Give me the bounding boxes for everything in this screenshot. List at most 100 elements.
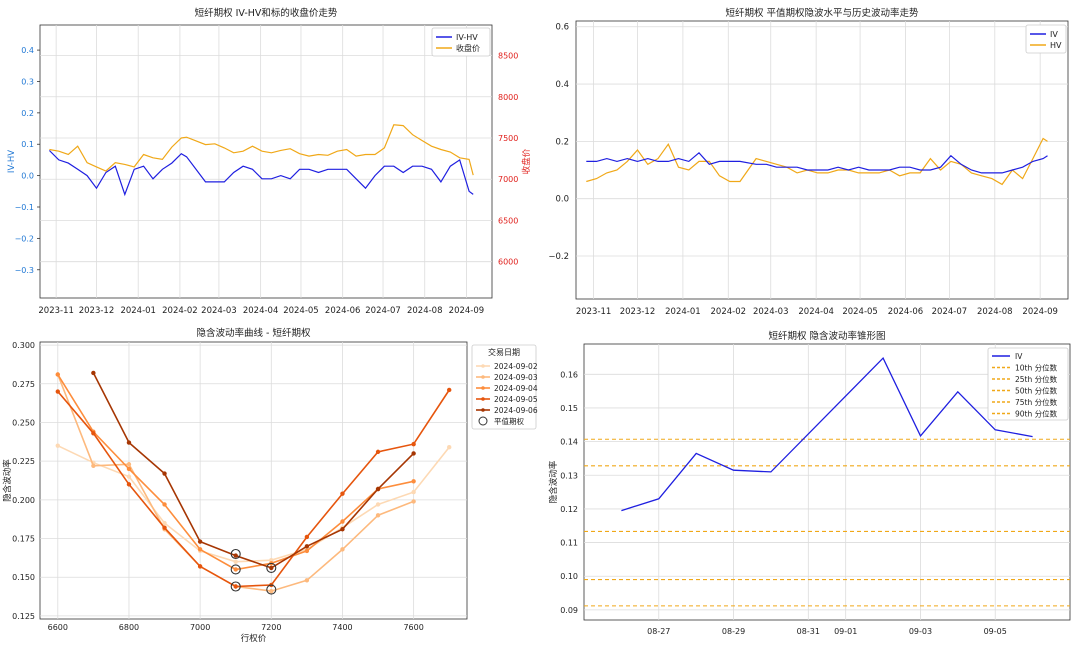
data-point [233,567,238,572]
y-tick-label: 0.225 [12,457,35,466]
atm-marker [266,584,277,595]
plot-area [575,20,1069,300]
y-tick-label: 0.250 [12,418,35,427]
data-point [375,513,381,518]
y-tick-label: 0.175 [12,535,35,544]
x-tick-label: 09-03 [909,627,932,636]
chart-iv-hv-trend-svg: 2023-11 2023-12 2024-01 2024-02 2024-03 2024-… [548,7,1069,317]
x-tick-label: 2024-08 [977,307,1013,317]
x-tick-label: 2024-06 [325,306,361,316]
plot-area [39,24,493,299]
x-tick-label: 2024-01 [665,307,701,317]
legend-label: IV-HV [456,33,478,42]
data-point [411,451,416,456]
data-point [162,471,167,476]
x-tick-label: 7200 [261,623,281,632]
x-tick-label: 08-27 [647,627,670,636]
y-tick-label: 0.0 [555,195,569,205]
x-tick-label: 2024-08 [407,306,443,316]
data-point [162,520,167,526]
legend-box [1025,24,1067,54]
y-tick-label: 0.4 [555,80,569,90]
x-tick-label: 2024-04 [798,307,834,317]
y-tick-label: −0.2 [15,234,34,243]
y-tick-label: 0.11 [560,539,578,548]
data-point [55,372,60,377]
data-point [340,491,345,496]
legend-label: 收盘价 [456,43,480,53]
data-point [197,547,203,552]
x-tick-label: 2023-11 [576,307,612,317]
x-tick-label: 2024-03 [201,306,237,316]
y-tick-label: −0.3 [15,266,34,275]
x-tick-label: 2024-05 [283,306,319,316]
series-iv-line [621,356,1033,512]
x-tick-label: 2024-06 [888,307,924,317]
y-tick-label: 0.300 [12,341,35,350]
chart-iv-hv-trend: 2023-11 2023-12 2024-01 2024-02 2024-03 2024-… [540,0,1080,327]
data-point [126,466,132,472]
y-axis-label: IV-HV [7,150,17,173]
x-tick-label: 08-29 [722,627,745,636]
series-close-price-line [49,124,474,176]
data-point [411,489,416,495]
atm-marker [266,562,277,573]
data-point [375,486,381,492]
x-tick-label: 6800 [119,623,139,632]
data-point [126,474,132,479]
data-point [269,588,274,594]
y2-tick-label: 6000 [498,258,518,267]
y2-tick-label: 8000 [498,93,518,102]
x-tick-label: 7000 [190,623,210,632]
x-tick-label: 2024-09 [1022,307,1058,317]
data-point [197,564,203,569]
x-tick-label: 2023-12 [620,307,656,317]
y2-tick-label: 7500 [498,134,518,143]
data-point [340,519,345,524]
x-tick-label: 2023-12 [79,306,115,316]
y-tick-label: 0.15 [560,404,578,413]
legend-title: 交易日期 [488,347,520,357]
data-point [162,502,167,507]
x-tick-label: 2024-07 [932,307,968,317]
y-tick-label: 0.09 [560,606,578,615]
x-tick-label: 09-05 [984,627,1007,636]
y-tick-label: 0.275 [12,380,35,389]
series-line [92,372,415,569]
x-tick-label: 2024-02 [162,306,198,316]
legend-label: IV [1015,352,1023,361]
data-point [55,389,60,394]
x-tick-label: 2024-01 [120,306,156,316]
data-point [447,445,452,450]
legend-box [431,27,491,57]
series-line [57,389,450,588]
legend-label: 10th 分位数 [1015,363,1058,373]
chart-title: 短纤期权 平值期权隐波水平与历史波动率走势 [725,7,919,19]
y-tick-label: 0.200 [12,496,35,505]
chart-title: 隐含波动率曲线 - 短纤期权 [197,327,311,339]
y-tick-label: 0.150 [12,573,35,582]
data-point [269,557,274,563]
chart-iv-smile: 6600 6800 7000 7200 7400 7600 0.125 0.150 0.175 0… [0,323,540,650]
x-tick-label: 2024-05 [842,307,878,317]
data-point [304,548,310,554]
atm-marker [230,581,241,592]
y-tick-label: 0.13 [560,471,578,480]
data-point [233,559,238,564]
data-point [304,544,310,549]
legend-swatch-marker [481,364,485,368]
y-tick-label: 0.0 [21,172,34,181]
x-tick-label: 2023-11 [38,306,74,316]
data-point [340,527,345,532]
x-tick-label: 08-31 [797,627,820,636]
chart-iv-cone: 08-27 08-29 08-31 09-01 09-03 09-05 0.09 0.10 0.… [540,323,1080,650]
series-iv-line [586,151,1048,174]
x-tick-label: 7600 [403,623,423,632]
y-tick-label: 0.10 [560,572,578,581]
legend-label: IV [1050,30,1058,39]
data-point [340,547,345,552]
data-point [411,441,416,447]
x-tick-label: 2024-07 [365,306,401,316]
legend-label: 平值期权 [494,416,524,426]
data-point [375,449,381,455]
